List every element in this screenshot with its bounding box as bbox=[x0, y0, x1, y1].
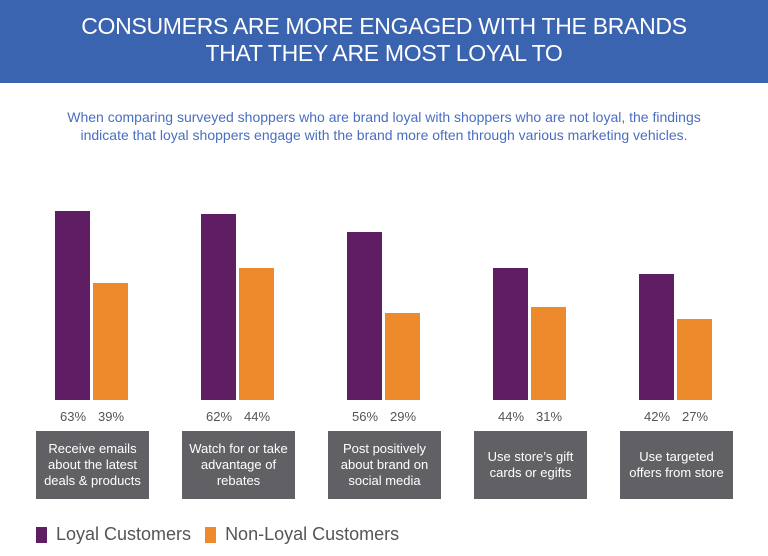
data-label: 62% bbox=[205, 409, 233, 424]
legend-label: Non-Loyal Customers bbox=[225, 524, 400, 544]
data-label: 39% bbox=[97, 409, 125, 424]
chart-title: CONSUMERS ARE MORE ENGAGED WITH THE BRAN… bbox=[0, 13, 768, 67]
legend: Loyal Customers Non-Loyal Customers bbox=[36, 524, 413, 545]
category-label-line: Use targeted bbox=[639, 449, 714, 464]
category-label: Use targeted offers from store bbox=[620, 431, 733, 499]
data-label: 42% bbox=[643, 409, 671, 424]
data-label: 27% bbox=[681, 409, 709, 424]
category-label: Use store’s gift cards or egifts bbox=[474, 431, 587, 499]
legend-label: Loyal Customers bbox=[56, 524, 192, 544]
bar-non-loyal bbox=[93, 283, 128, 400]
legend-swatch-non-loyal bbox=[205, 526, 217, 543]
bar-non-loyal bbox=[385, 313, 420, 400]
category-label-line: about the latest bbox=[48, 457, 137, 472]
bar-loyal bbox=[55, 211, 90, 400]
legend-item-loyal: Loyal Customers bbox=[36, 524, 191, 545]
chart-subtitle: When comparing surveyed shoppers who are… bbox=[0, 108, 768, 144]
category-label-line: offers from store bbox=[629, 465, 724, 480]
bar-loyal bbox=[639, 274, 674, 400]
subtitle-line: indicate that loyal shoppers engage with… bbox=[80, 127, 688, 143]
category-label: Watch for or take advantage of rebates bbox=[182, 431, 295, 499]
category-label-line: about brand on bbox=[340, 457, 429, 472]
category-label-line: advantage of bbox=[200, 457, 277, 472]
data-label: 63% bbox=[59, 409, 87, 424]
legend-swatch-loyal bbox=[36, 526, 47, 543]
category-label: Post positively about brand on social medi… bbox=[328, 431, 441, 499]
category-label-line: deals & products bbox=[44, 473, 141, 488]
category-label-line: rebates bbox=[216, 473, 261, 488]
title-line: THAT THEY ARE MOST LOYAL TO bbox=[205, 40, 563, 66]
category-label-line: Receive emails bbox=[48, 441, 137, 456]
data-label: 44% bbox=[497, 409, 525, 424]
data-label: 29% bbox=[389, 409, 417, 424]
header-banner: CONSUMERS ARE MORE ENGAGED WITH THE BRAN… bbox=[0, 0, 768, 83]
data-label: 31% bbox=[535, 409, 563, 424]
category-label-line: Post positively bbox=[342, 441, 427, 456]
category-label-line: social media bbox=[348, 473, 421, 488]
title-line: CONSUMERS ARE MORE ENGAGED WITH THE BRAN… bbox=[81, 13, 687, 39]
category-label-line: Watch for or take bbox=[189, 441, 288, 456]
subtitle-line: When comparing surveyed shoppers who are… bbox=[67, 109, 701, 125]
data-label: 44% bbox=[243, 409, 271, 424]
category-label-line: cards or egifts bbox=[489, 465, 572, 480]
bar-non-loyal bbox=[239, 268, 274, 400]
bar-loyal bbox=[493, 268, 528, 400]
bar-non-loyal bbox=[531, 307, 566, 400]
category-label: Receive emails about the latest deals & pr… bbox=[36, 431, 149, 499]
bar-loyal bbox=[347, 232, 382, 400]
bar-loyal bbox=[201, 214, 236, 400]
bar-non-loyal bbox=[677, 319, 712, 400]
category-label-line: Use store’s gift bbox=[487, 449, 574, 464]
data-label: 56% bbox=[351, 409, 379, 424]
legend-item-non-loyal: Non-Loyal Customers bbox=[205, 524, 399, 545]
